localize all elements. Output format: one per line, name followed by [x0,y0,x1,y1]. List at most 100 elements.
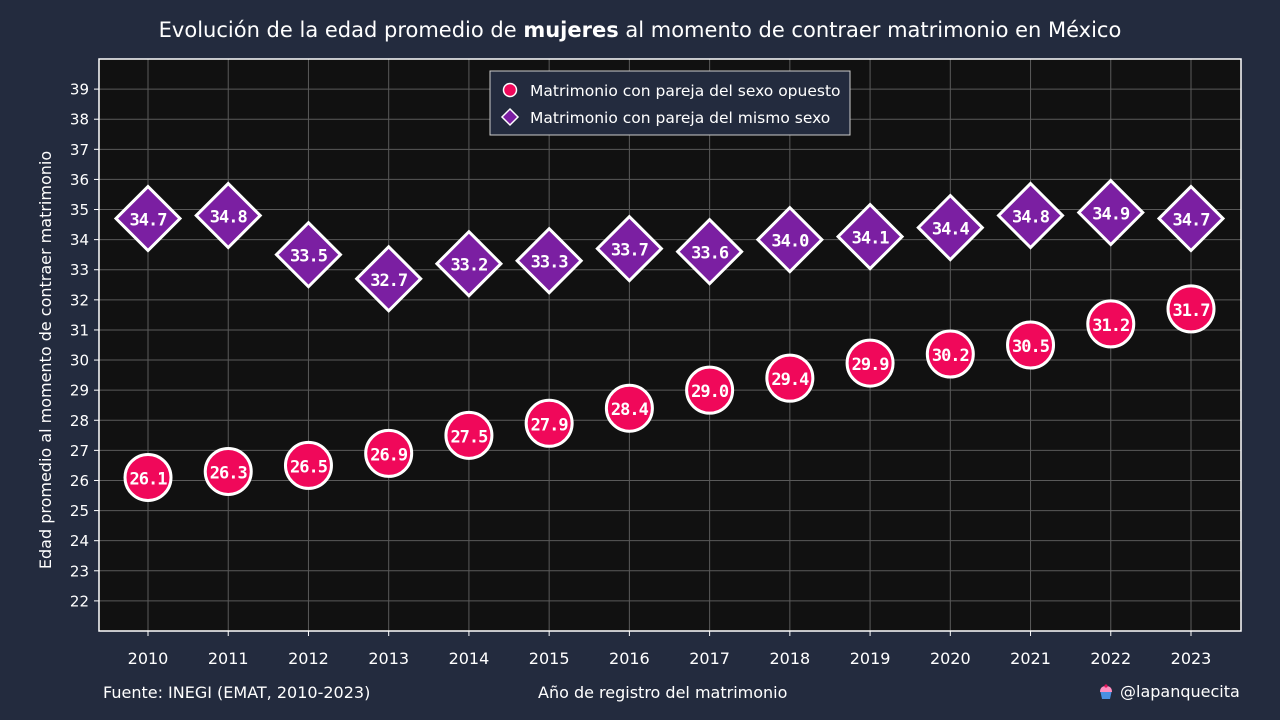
opposite-sex-marker [444,410,494,460]
same-sex-marker [595,214,664,283]
cupcake-icon [1100,683,1112,699]
x-tick-label: 2023 [1171,649,1212,668]
opposite-sex-data-label: 26.3 [210,463,248,483]
opposite-sex-marker [203,446,253,496]
opposite-sex-marker [1166,284,1216,334]
y-tick-label: 39 [70,81,89,99]
opposite-sex-marker [925,329,975,379]
same-sex-data-label: 32.7 [370,271,407,291]
same-sex-data-label: 33.7 [611,241,648,261]
x-tick-label: 2015 [529,649,570,668]
y-tick-label: 23 [70,562,89,580]
y-tick-label: 31 [70,321,89,339]
same-sex-data-label: 34.0 [771,232,809,252]
same-sex-marker [996,181,1065,250]
y-axis-title: Edad promedio al momento de contraer mat… [36,151,55,569]
same-sex-marker [1156,184,1226,253]
y-tick-label: 25 [70,502,89,520]
y-tick-label: 27 [70,442,89,460]
same-sex-marker [274,220,343,289]
y-tick-label: 22 [70,592,89,610]
opposite-sex-marker [765,353,815,403]
same-sex-marker [835,202,905,271]
y-tick-label: 30 [70,352,89,370]
opposite-sex-marker [845,338,895,388]
x-tick-label: 2010 [128,649,169,668]
same-sex-marker [1076,178,1145,247]
opposite-sex-marker [364,428,414,478]
opposite-sex-data-label: 27.5 [450,427,488,447]
title-bold: mujeres [523,18,619,42]
opposite-sex-data-label: 27.9 [531,415,569,435]
same-sex-marker [354,244,423,313]
x-tick-label: 2020 [930,649,971,668]
source-note: Fuente: INEGI (EMAT, 2010-2023) [103,683,371,702]
same-sex-data-label: 34.4 [932,220,970,240]
opposite-sex-marker [685,365,735,415]
same-sex-data-label: 34.7 [1173,211,1210,231]
x-tick-label: 2016 [609,649,650,668]
same-sex-marker [434,229,504,298]
same-sex-marker [515,226,584,295]
opposite-sex-data-label: 30.5 [1012,337,1050,357]
y-tick-label: 34 [70,231,89,249]
opposite-sex-marker [524,398,574,448]
chart-title: Evolución de la edad promedio de mujeres… [0,18,1280,42]
same-sex-data-label: 33.5 [290,247,328,267]
y-tick-label: 36 [70,171,89,189]
opposite-sex-data-label: 29.0 [691,382,729,402]
legend-circle-icon [502,82,518,98]
same-sex-data-label: 34.1 [852,229,890,249]
opposite-sex-marker [1006,320,1056,370]
plot-frame [98,58,1242,632]
opposite-sex-data-label: 26.9 [370,445,408,465]
y-tick-label: 26 [70,472,89,490]
plot-area [99,59,1241,631]
opposite-sex-data-label: 29.4 [771,370,809,390]
opposite-sex-marker [123,452,173,502]
same-sex-marker [916,193,985,262]
opposite-sex-marker [1086,299,1136,349]
title-suffix: al momento de contraer matrimonio en Méx… [618,18,1122,42]
y-tick-label: 32 [70,291,89,309]
legend-box [489,70,851,136]
y-tick-label: 35 [70,201,89,219]
legend-label-opposite: Matrimonio con pareja del sexo opuesto [530,82,841,100]
x-tick-label: 2011 [208,649,249,668]
x-tick-label: 2022 [1090,649,1131,668]
same-sex-data-label: 34.9 [1092,205,1130,225]
opposite-sex-data-label: 26.5 [290,457,328,477]
x-tick-label: 2017 [689,649,730,668]
same-sex-data-label: 34.7 [130,211,167,231]
opposite-sex-data-label: 26.1 [130,469,168,489]
x-tick-label: 2012 [288,649,329,668]
author-handle: @lapanquecita [1097,682,1240,701]
same-sex-data-label: 34.8 [210,208,248,228]
opposite-sex-data-label: 30.2 [932,346,969,366]
same-sex-marker [675,217,744,286]
y-tick-label: 28 [70,412,89,430]
legend-label-same: Matrimonio con pareja del mismo sexo [530,109,830,127]
opposite-sex-data-label: 28.4 [611,400,649,420]
title-prefix: Evolución de la edad promedio de [158,18,524,42]
y-tick-label: 37 [70,141,89,159]
x-tick-label: 2021 [1010,649,1051,668]
same-sex-data-label: 33.6 [691,244,729,264]
y-tick-label: 38 [70,111,89,129]
x-tick-label: 2018 [769,649,810,668]
y-tick-label: 24 [70,532,89,550]
same-sex-marker [755,205,824,274]
y-tick-label: 29 [70,382,89,400]
same-sex-data-label: 33.3 [531,253,569,273]
same-sex-data-label: 34.8 [1012,208,1050,228]
x-tick-label: 2014 [449,649,490,668]
same-sex-marker [113,184,183,253]
opposite-sex-data-label: 31.7 [1173,301,1210,321]
x-axis-title: Año de registro del matrimonio [538,683,788,702]
legend-diamond-icon [500,107,520,127]
opposite-sex-marker [283,440,333,490]
same-sex-marker [194,181,263,250]
opposite-sex-data-label: 31.2 [1092,316,1129,336]
handle-text: @lapanquecita [1120,682,1240,701]
